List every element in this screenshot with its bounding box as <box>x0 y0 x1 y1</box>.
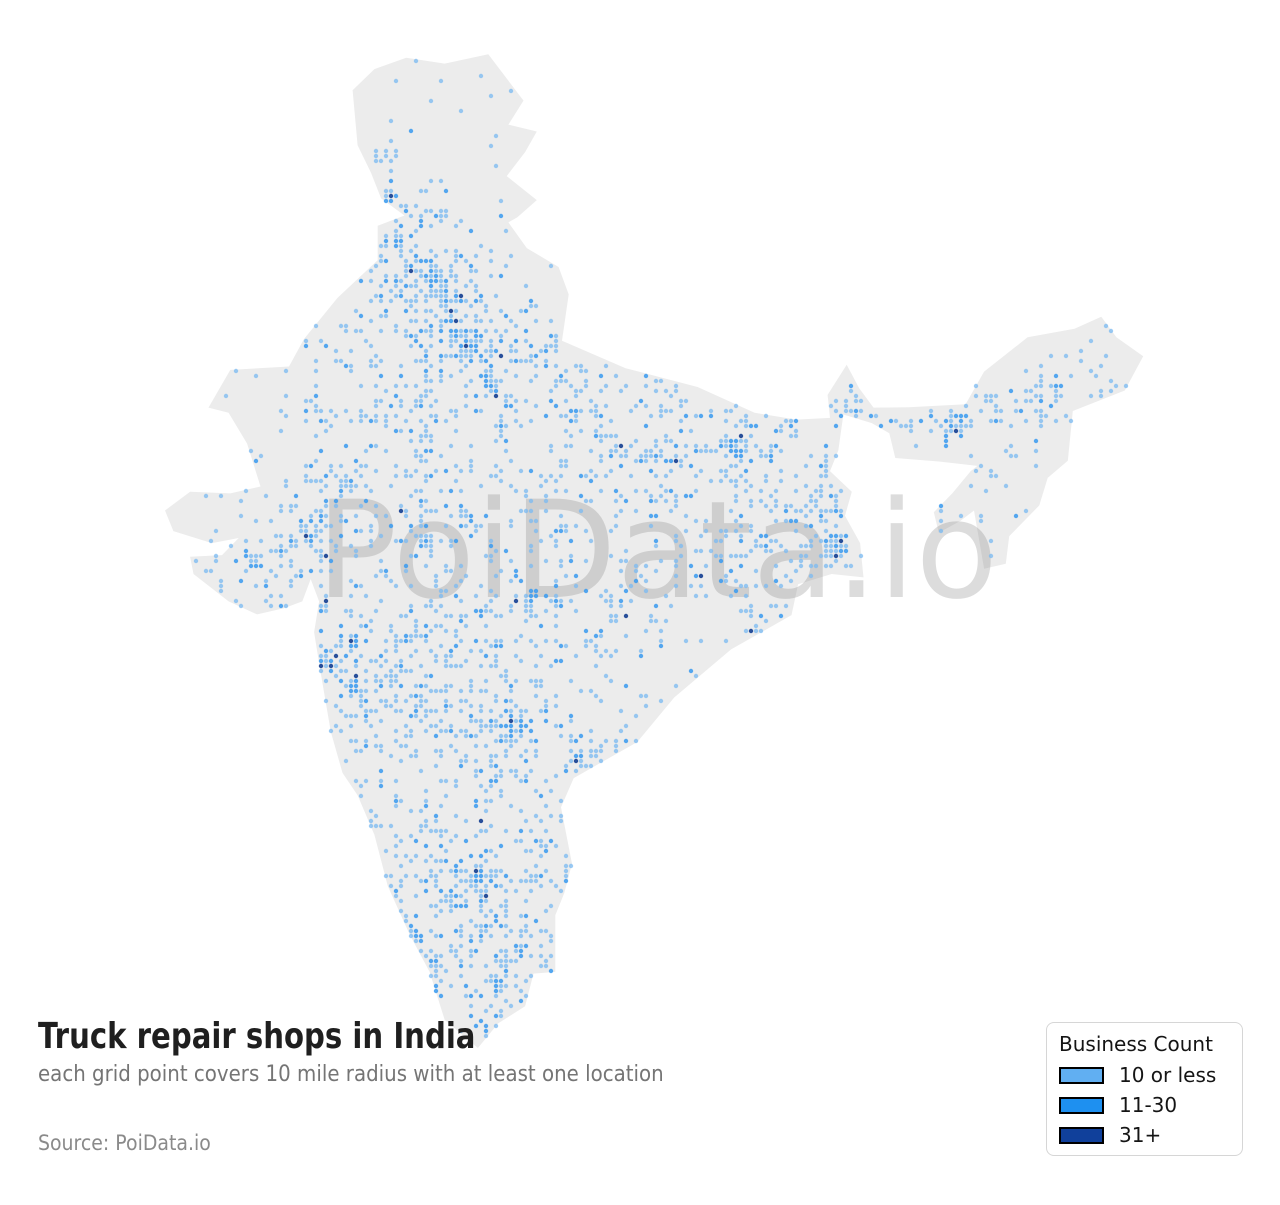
legend-swatch-low <box>1059 1066 1104 1084</box>
legend-swatch-high <box>1059 1126 1104 1144</box>
source-text: Source: PoiData.io <box>38 1131 211 1155</box>
legend-item-high: 31+ <box>1059 1124 1230 1146</box>
legend-swatch-mid <box>1059 1096 1104 1114</box>
dots-layer <box>193 58 1129 1039</box>
legend-item-mid: 11-30 <box>1059 1094 1230 1116</box>
chart-title: Truck repair shops in India <box>38 1016 476 1057</box>
legend-title: Business Count <box>1059 1032 1213 1056</box>
legend-label-low: 10 or less <box>1119 1063 1217 1087</box>
india-landmass <box>165 54 1144 1049</box>
chart-subtitle: each grid point covers 10 mile radius wi… <box>38 1062 664 1087</box>
legend-item-low: 10 or less <box>1059 1064 1230 1086</box>
legend: Business Count 10 or less 11-30 31+ <box>1046 1022 1243 1156</box>
legend-label-mid: 11-30 <box>1119 1093 1178 1117</box>
legend-label-high: 31+ <box>1119 1123 1162 1147</box>
